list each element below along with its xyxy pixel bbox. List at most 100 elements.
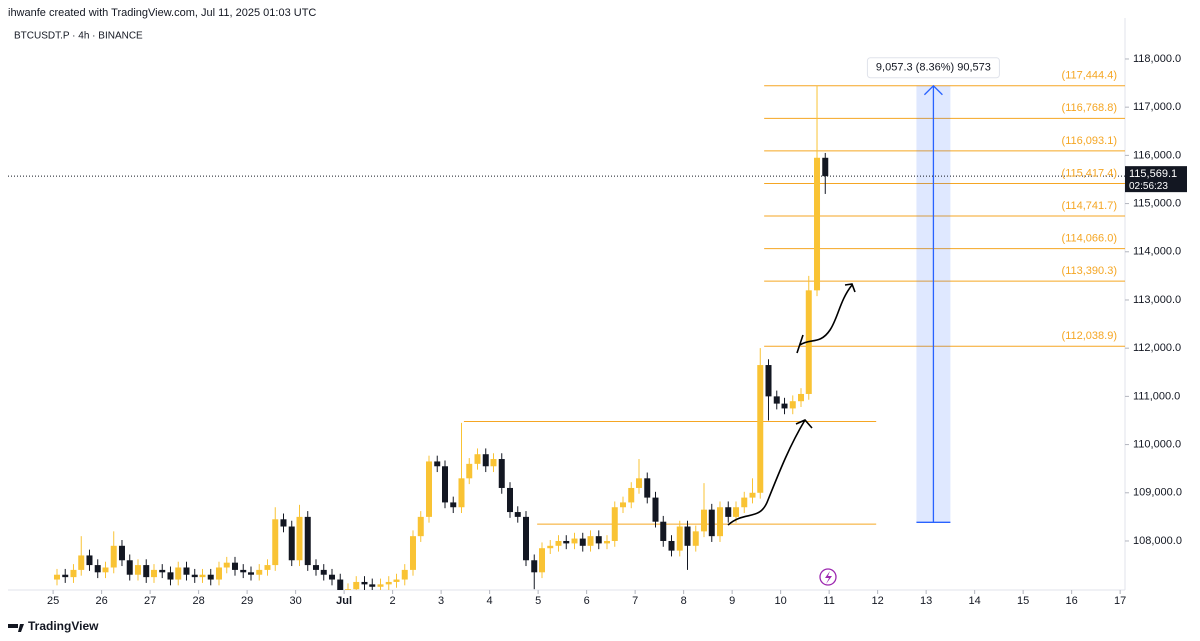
candle-body	[676, 526, 683, 551]
x-tick-label: 7	[632, 595, 638, 607]
fib-label: (113,390.3)	[1062, 265, 1117, 277]
candle-body	[789, 401, 796, 409]
candle-body	[547, 545, 554, 549]
x-tick-label: 5	[535, 595, 541, 607]
measure-label: 9,057.3 (8.36%) 90,573	[876, 62, 991, 74]
x-tick-label: 25	[47, 595, 59, 607]
y-tick-label: 116,000.0	[1133, 149, 1181, 161]
candle-body	[240, 569, 247, 573]
fib-label: (117,444.4)	[1062, 70, 1117, 82]
candle-body	[539, 548, 546, 573]
candle-body	[344, 589, 351, 590]
candle-body	[660, 521, 667, 541]
candle-body	[652, 497, 659, 522]
candle-body	[611, 507, 618, 541]
candle-body	[167, 572, 174, 580]
fib-label: (114,741.7)	[1062, 200, 1117, 212]
candle-body	[701, 509, 708, 532]
candle-body	[523, 516, 530, 561]
candle-body	[814, 157, 821, 291]
x-tick-label: 27	[144, 595, 156, 607]
candle-body	[183, 567, 190, 575]
candle-body	[191, 574, 198, 578]
x-tick-label: 26	[95, 595, 107, 607]
y-tick-label: 111,000.0	[1133, 390, 1180, 402]
candle-body	[434, 461, 441, 467]
candle-body	[247, 572, 254, 575]
candle-body	[110, 545, 117, 568]
candle-body	[733, 507, 740, 517]
event-icon[interactable]	[819, 568, 837, 586]
x-tick-label: 30	[289, 595, 301, 607]
candle-body	[474, 454, 481, 464]
x-tick-label: 16	[1066, 595, 1078, 607]
candle-body	[328, 574, 335, 580]
footer-logo: TradingView	[28, 619, 99, 633]
event-bolt	[825, 571, 832, 584]
candle-body	[506, 487, 513, 513]
candle-body	[312, 565, 319, 570]
candle-body	[514, 512, 521, 517]
x-tick-label: 17	[1114, 595, 1126, 607]
fib-label: (112,038.9)	[1062, 330, 1117, 342]
x-tick-label: 15	[1017, 595, 1029, 607]
price-tag-countdown: 02:56:23	[1129, 181, 1168, 192]
candle-body	[450, 502, 457, 508]
candle-body	[62, 574, 69, 578]
y-tick-label: 112,000.0	[1133, 342, 1181, 354]
candle-body	[94, 565, 101, 573]
candle-body	[118, 545, 125, 561]
fib-label: (116,768.8)	[1062, 102, 1117, 114]
candle-body	[70, 569, 77, 578]
y-tick-label: 117,000.0	[1133, 101, 1181, 113]
candle-body	[603, 540, 610, 544]
candle-body	[644, 478, 651, 498]
candle-body	[175, 567, 182, 580]
hand-arrow	[796, 283, 856, 354]
y-tick-label: 118,000.0	[1133, 53, 1181, 65]
x-tick-label: 9	[729, 595, 735, 607]
candle-body	[668, 540, 675, 551]
candle-body	[749, 492, 756, 498]
x-tick-label: 2	[390, 595, 396, 607]
overlay: 9,057.3 (8.36%) 90,573 115,569.102:56:23	[866, 57, 1187, 193]
x-tick-label: 29	[241, 595, 253, 607]
fib-label: (115,417.4)	[1062, 167, 1117, 179]
candle-body	[708, 509, 715, 537]
candle-body	[304, 516, 311, 566]
x-tick-label: 11	[823, 595, 834, 607]
candle-body	[126, 560, 133, 575]
candle-body	[822, 157, 829, 177]
candle-body	[773, 396, 780, 404]
candle-body	[692, 531, 699, 546]
candle-body	[741, 497, 748, 508]
candle-body	[466, 463, 473, 479]
price-tag	[1125, 166, 1187, 193]
y-tick-label: 114,000.0	[1133, 246, 1181, 258]
candle-body	[264, 565, 271, 570]
candle-body	[385, 581, 392, 585]
candle-body	[425, 461, 432, 517]
candle-body	[684, 526, 691, 546]
candle-body	[86, 555, 93, 566]
y-tick-label: 109,000.0	[1133, 487, 1182, 499]
candle-body	[223, 562, 230, 568]
candle-body	[78, 555, 85, 570]
logo-mark	[8, 624, 24, 632]
price-tag-value: 115,569.1	[1129, 168, 1177, 180]
candle-body	[53, 574, 60, 580]
candle-body	[531, 560, 538, 573]
x-tick-label: 8	[681, 595, 687, 607]
y-tick-label: 108,000.0	[1133, 535, 1182, 547]
candle-body	[781, 403, 788, 409]
candle-body	[369, 584, 376, 587]
plot	[8, 84, 1125, 590]
candle-body	[498, 459, 505, 488]
x-tick-label: 3	[438, 595, 444, 607]
candle-body	[361, 581, 368, 585]
candle-body	[571, 538, 578, 544]
candle-body	[320, 569, 327, 575]
